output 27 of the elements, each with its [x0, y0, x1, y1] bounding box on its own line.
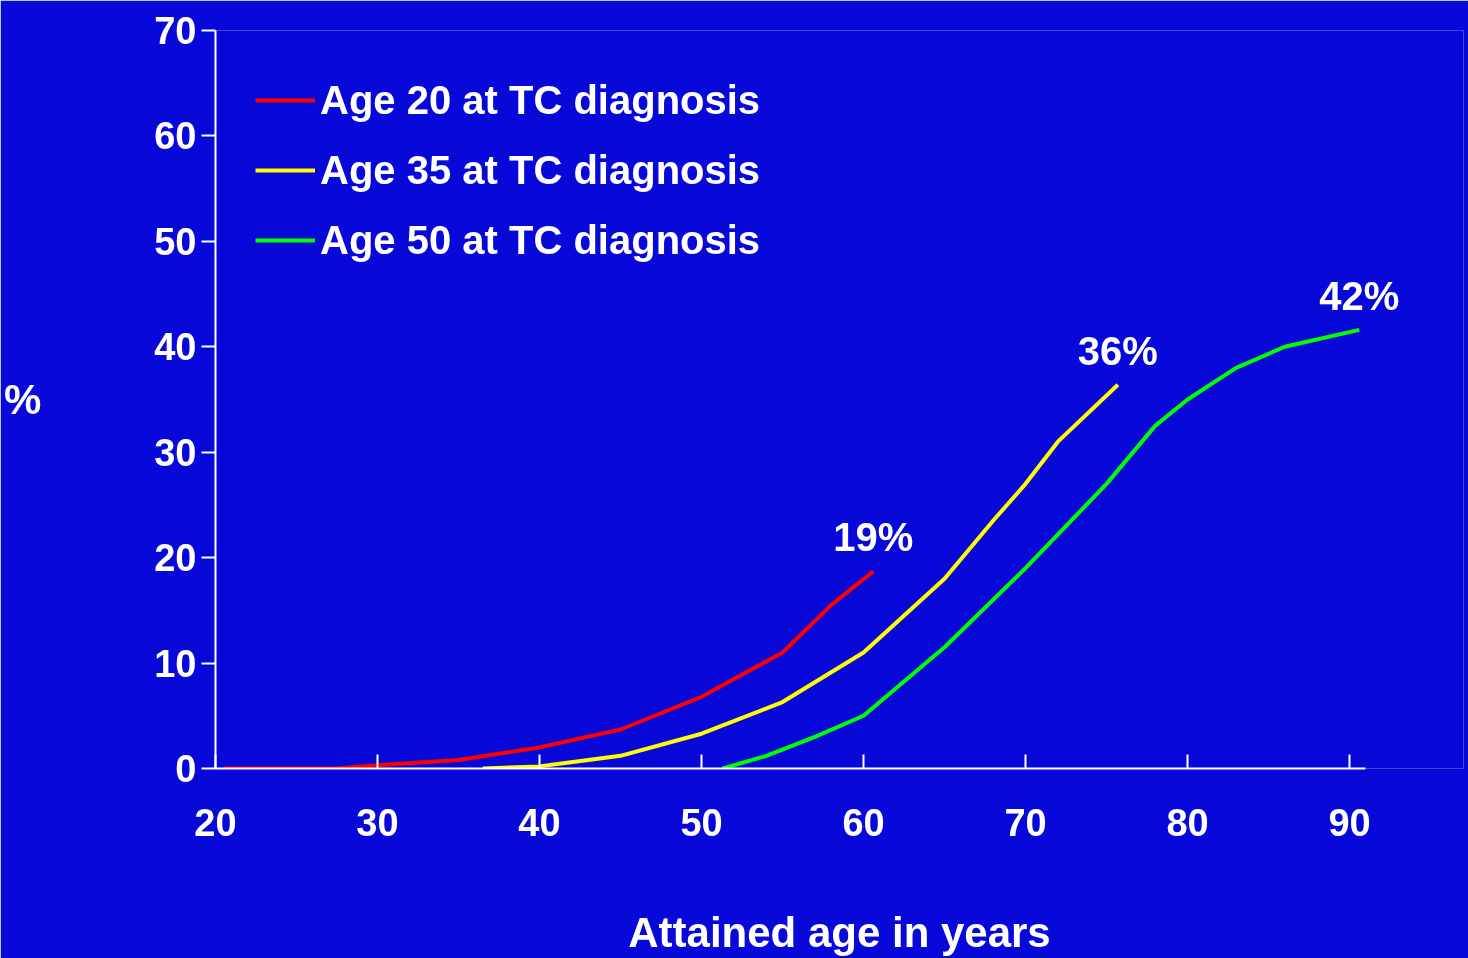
- line-series: [720, 327, 1362, 769]
- x-tick-label: 70: [1004, 801, 1047, 844]
- line-series: [480, 382, 1120, 769]
- y-tick-label: 40: [154, 326, 197, 369]
- line-series: [221, 569, 876, 769]
- x-tick-label: 30: [356, 801, 399, 844]
- x-axis-title: Attained age in years: [628, 908, 1051, 956]
- x-tick-label: 80: [1166, 801, 1209, 844]
- annotation: 19%: [833, 515, 914, 560]
- y-tick-label: 50: [154, 220, 197, 263]
- annotation: 42%: [1319, 273, 1400, 318]
- legend-label: Age 50 at TC diagnosis: [320, 216, 761, 264]
- y-axis-title: %: [3, 376, 42, 423]
- y-tick-label: 70: [154, 10, 197, 52]
- x-tick-label: 20: [194, 801, 237, 844]
- y-tick-label: 30: [154, 431, 197, 474]
- legend-label: Age 35 at TC diagnosis: [320, 146, 761, 194]
- y-tick-label: 10: [154, 642, 197, 685]
- x-tick-label: 60: [842, 801, 885, 844]
- y-tick-label: 0: [175, 748, 197, 790]
- y-tick-label: 20: [154, 537, 197, 580]
- annotation: 36%: [1077, 328, 1158, 373]
- x-tick-label: 90: [1328, 801, 1371, 844]
- x-tick-label: 50: [680, 801, 723, 844]
- x-tick-label: 40: [518, 801, 561, 844]
- legend-label: Age 20 at TC diagnosis: [320, 76, 761, 124]
- y-tick-label: 60: [154, 115, 197, 158]
